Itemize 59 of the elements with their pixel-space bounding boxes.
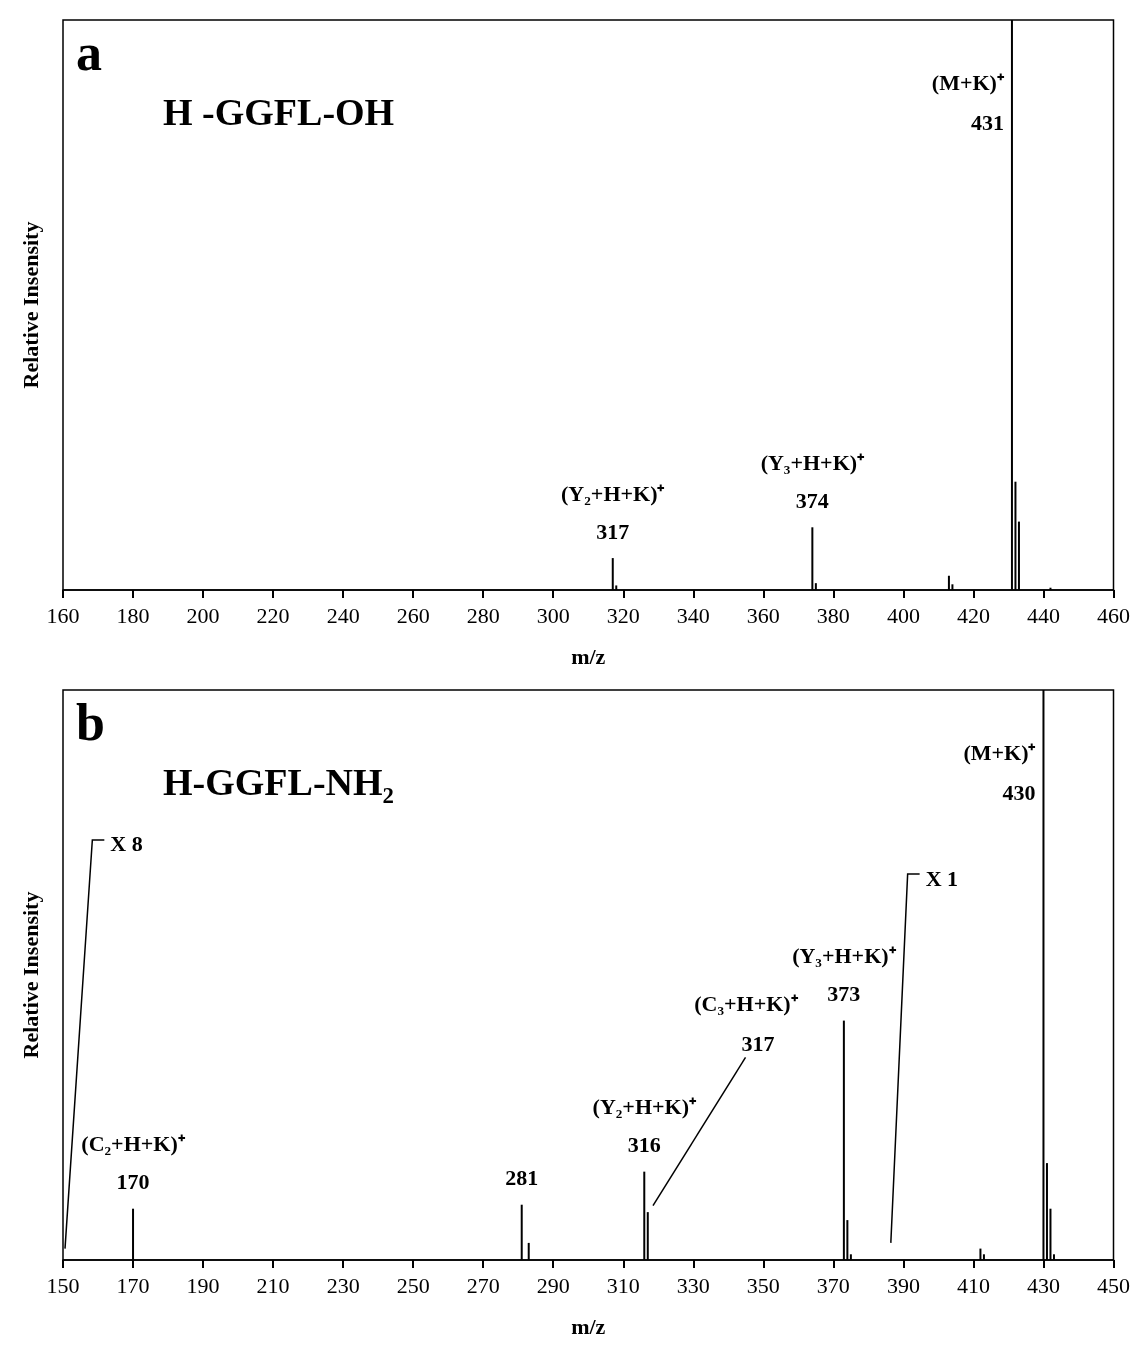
x-tick-label: 320 [606,602,640,628]
x-tick-label: 240 [326,602,360,628]
x-tick-label: 170 [116,1272,150,1298]
annotation: (Y₂+H+K)⁺ [592,1094,697,1120]
annotation: 317 [741,1030,775,1056]
x-tick-label: 160 [46,602,80,628]
x-tick-label: 440 [1026,602,1060,628]
y-axis-title: Relative Insensity [17,891,43,1059]
x-tick-label: 340 [676,602,710,628]
x-tick-label: 150 [46,1272,80,1298]
annotation: 374 [795,487,829,513]
annotation: 281 [505,1165,539,1191]
x-tick-label: 330 [676,1272,710,1298]
annotation: (C₃+H+K)⁺ [694,991,799,1016]
x-tick-label: 230 [326,1272,360,1298]
annotation: (C₂+H+K)⁺ [81,1131,186,1157]
annotation: 431 [970,110,1004,136]
x-tick-label: 310 [606,1272,640,1298]
annotation: 430 [1002,780,1036,806]
x-tick-label: 410 [956,1272,990,1298]
annotation: (Y₃+H+K)⁺ [792,943,897,969]
x-tick-label: 380 [816,602,850,628]
x-tick-label: 420 [956,602,990,628]
y-axis-title: Relative Insensity [17,221,43,389]
annotation: (M+K)⁺ [963,740,1037,766]
annotation: X 8 [110,831,143,857]
annotation: (Y₃+H+K)⁺ [760,449,866,475]
x-tick-label: 450 [1097,1272,1130,1298]
x-tick-label: 180 [116,602,150,628]
annotation: a [76,23,102,81]
annotation: 317 [596,518,630,544]
x-tick-label: 290 [536,1272,570,1298]
x-tick-label: 260 [396,602,430,628]
x-tick-label: 350 [746,1272,780,1298]
annotation: (M+K)⁺ [931,70,1005,96]
x-tick-label: 460 [1097,602,1130,628]
x-tick-label: 360 [746,602,780,628]
x-axis-title: m/z [571,1313,606,1339]
text: H -GGFL-OH [163,91,395,133]
annotation: 170 [116,1169,150,1195]
annotation: b [76,693,105,751]
annotation: 373 [827,981,861,1007]
annotation: 316 [627,1132,661,1158]
x-tick-label: 200 [186,602,220,628]
x-tick-label: 190 [186,1272,220,1298]
x-tick-label: 250 [396,1272,430,1298]
text: H-GGFL-NH₂ [163,761,394,803]
x-axis-title: m/z [571,643,606,669]
x-tick-label: 210 [256,1272,290,1298]
x-tick-label: 270 [466,1272,500,1298]
x-tick-label: 220 [256,602,290,628]
x-tick-label: 390 [886,1272,920,1298]
x-tick-label: 280 [466,602,500,628]
x-tick-label: 370 [816,1272,850,1298]
annotation: (Y₂+H+K)⁺ [561,480,666,506]
x-tick-label: 300 [536,602,570,628]
x-tick-label: 430 [1026,1272,1060,1298]
x-tick-label: 400 [886,602,920,628]
annotation: X 1 [925,865,959,891]
